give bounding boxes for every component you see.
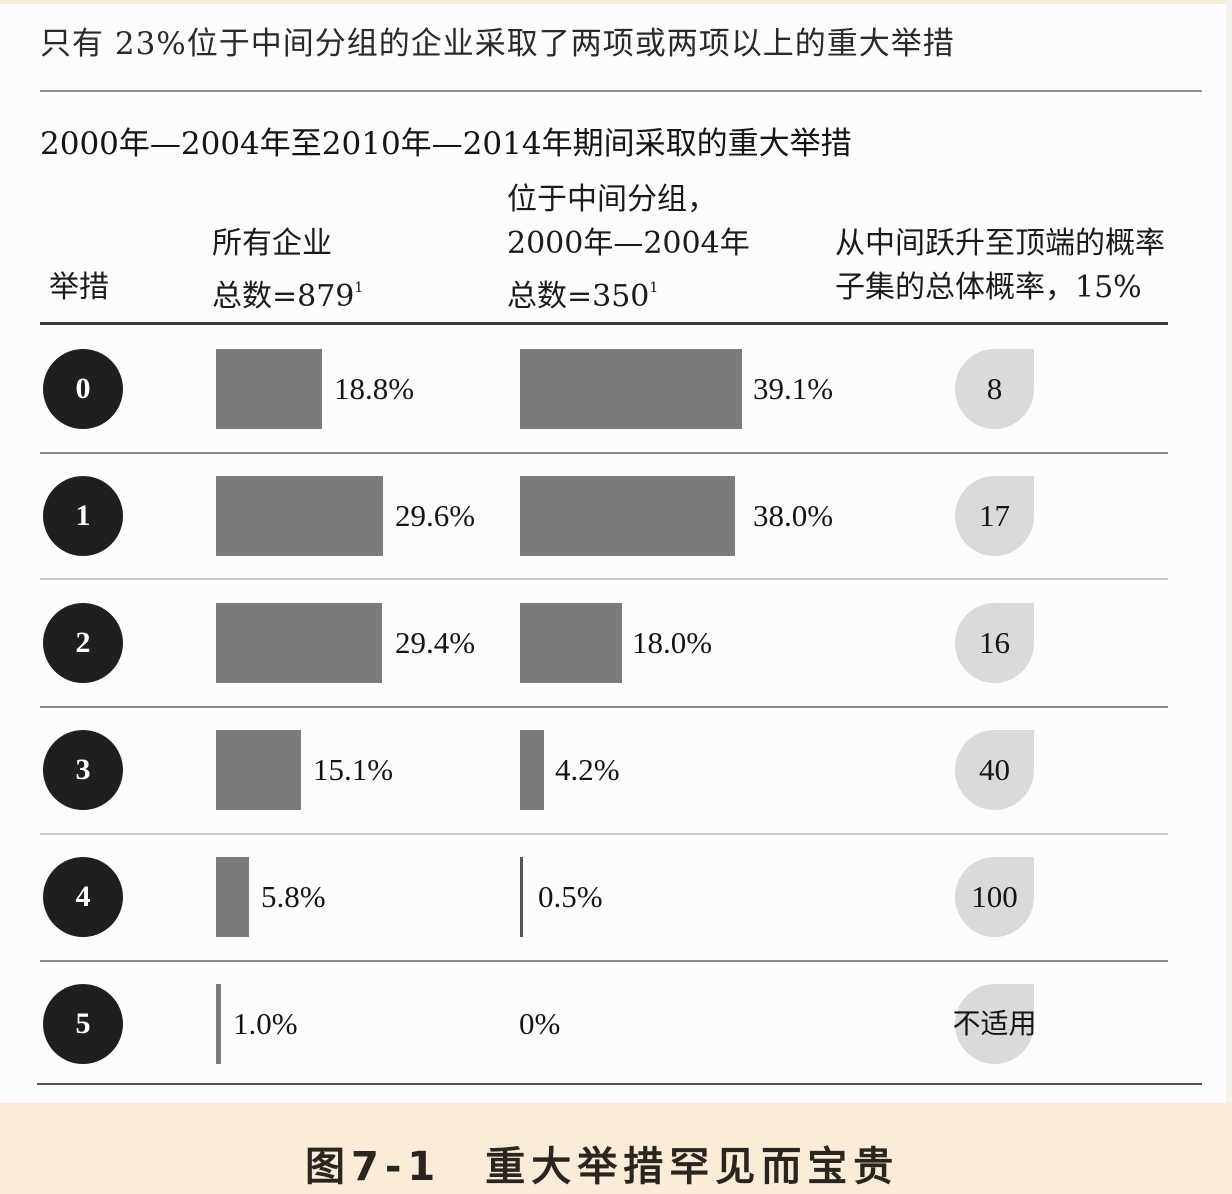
header-label: 举措 xyxy=(49,270,109,305)
value-all-firms: 5.8% xyxy=(261,879,326,914)
value-all-firms: 18.8% xyxy=(334,371,415,406)
bar-all-firms xyxy=(216,476,383,556)
value-middle-group: 18.0% xyxy=(632,625,713,660)
value-all-firms: 1.0% xyxy=(233,1006,298,1041)
header-line: 2000年—2004年 xyxy=(507,226,750,261)
page-edge xyxy=(1226,0,1232,1103)
value-probability: 17 xyxy=(979,498,1010,533)
moves-badge: 1 xyxy=(43,476,123,556)
bar-all-firms xyxy=(216,857,249,937)
teardrop-icon xyxy=(955,857,1034,937)
divider xyxy=(40,90,1202,92)
figure-number: 图7-1 xyxy=(305,1144,442,1190)
chart-headline: 只有 23%位于中间分组的企业采取了两项或两项以上的重大举措 xyxy=(40,26,955,62)
header-line: 总数=3501 xyxy=(507,266,750,319)
table-row: 3 15.1% 4.2% 40 xyxy=(0,730,1232,810)
value-probability: 不适用 xyxy=(952,1007,1037,1040)
header-count: 总数=350 xyxy=(507,279,650,314)
column-header-middle-group: 位于中间分组， 2000年—2004年 总数=3501 xyxy=(507,178,750,319)
value-middle-group: 4.2% xyxy=(555,752,620,787)
bar-middle-group xyxy=(520,476,735,556)
moves-badge: 0 xyxy=(43,349,123,429)
row-divider xyxy=(40,706,1168,708)
teardrop-icon xyxy=(955,476,1034,556)
column-header-all-firms: 所有企业 总数=8791 xyxy=(212,222,363,319)
header-line: 从中间跃升至顶端的概率 xyxy=(835,226,1165,261)
teardrop-icon xyxy=(955,984,1034,1064)
teardrop-icon xyxy=(955,603,1034,683)
row-divider xyxy=(40,452,1168,454)
moves-badge: 2 xyxy=(43,603,123,683)
value-middle-group: 0.5% xyxy=(538,879,603,914)
row-divider xyxy=(40,960,1168,962)
table-row: 1 29.6% 38.0% 17 xyxy=(0,476,1232,556)
value-all-firms: 29.6% xyxy=(395,498,476,533)
bar-middle-group xyxy=(520,857,523,937)
value-probability: 16 xyxy=(979,625,1010,660)
value-all-firms: 29.4% xyxy=(395,625,476,660)
footnote-marker: 1 xyxy=(649,280,659,296)
value-all-firms: 15.1% xyxy=(313,752,394,787)
value-middle-group: 39.1% xyxy=(753,371,834,406)
header-line: 所有企业 xyxy=(212,226,332,261)
value-probability: 8 xyxy=(986,371,1003,406)
header-line: 子集的总体概率，15% xyxy=(835,270,1142,305)
chart-subtitle: 2000年—2004年至2010年—2014年期间采取的重大举措 xyxy=(40,126,852,162)
moves-badge: 3 xyxy=(43,730,123,810)
bar-all-firms xyxy=(216,730,301,810)
header-count: 总数=879 xyxy=(212,279,355,314)
teardrop-icon xyxy=(955,730,1034,810)
header-line: 总数=8791 xyxy=(212,266,363,319)
bar-all-firms xyxy=(216,603,382,683)
bar-middle-group xyxy=(520,349,742,429)
row-divider xyxy=(40,578,1168,580)
column-header-measure: 举措 xyxy=(49,266,109,310)
table-row: 4 5.8% 0.5% 100 xyxy=(0,857,1232,937)
figure-caption: 图7-1 重大举措罕见而宝贵 xyxy=(305,1134,899,1192)
caption-band xyxy=(0,1103,1232,1194)
table-row: 2 29.4% 18.0% 16 xyxy=(0,603,1232,683)
teardrop-icon xyxy=(955,349,1034,429)
bar-all-firms xyxy=(216,984,221,1064)
bottom-rule xyxy=(37,1083,1202,1085)
moves-badge: 5 xyxy=(43,984,123,1064)
header-rule xyxy=(40,322,1168,325)
bar-all-firms xyxy=(216,349,322,429)
value-probability: 100 xyxy=(971,879,1018,914)
moves-badge: 4 xyxy=(43,857,123,937)
value-probability: 40 xyxy=(979,752,1010,787)
footnote-marker: 1 xyxy=(354,280,364,296)
row-divider xyxy=(40,833,1168,835)
column-header-probability: 从中间跃升至顶端的概率 子集的总体概率，15% xyxy=(835,222,1165,310)
top-band xyxy=(0,0,1232,4)
table-row: 0 18.8% 39.1% 8 xyxy=(0,349,1232,429)
header-line: 位于中间分组， xyxy=(507,182,717,217)
bar-middle-group xyxy=(520,603,622,683)
table-row: 5 1.0% 0% 不适用 xyxy=(0,984,1232,1064)
figure-title: 重大举措罕见而宝贵 xyxy=(485,1144,900,1190)
value-middle-group: 38.0% xyxy=(753,498,834,533)
value-middle-group: 0% xyxy=(519,1006,561,1041)
bar-middle-group xyxy=(520,730,544,810)
